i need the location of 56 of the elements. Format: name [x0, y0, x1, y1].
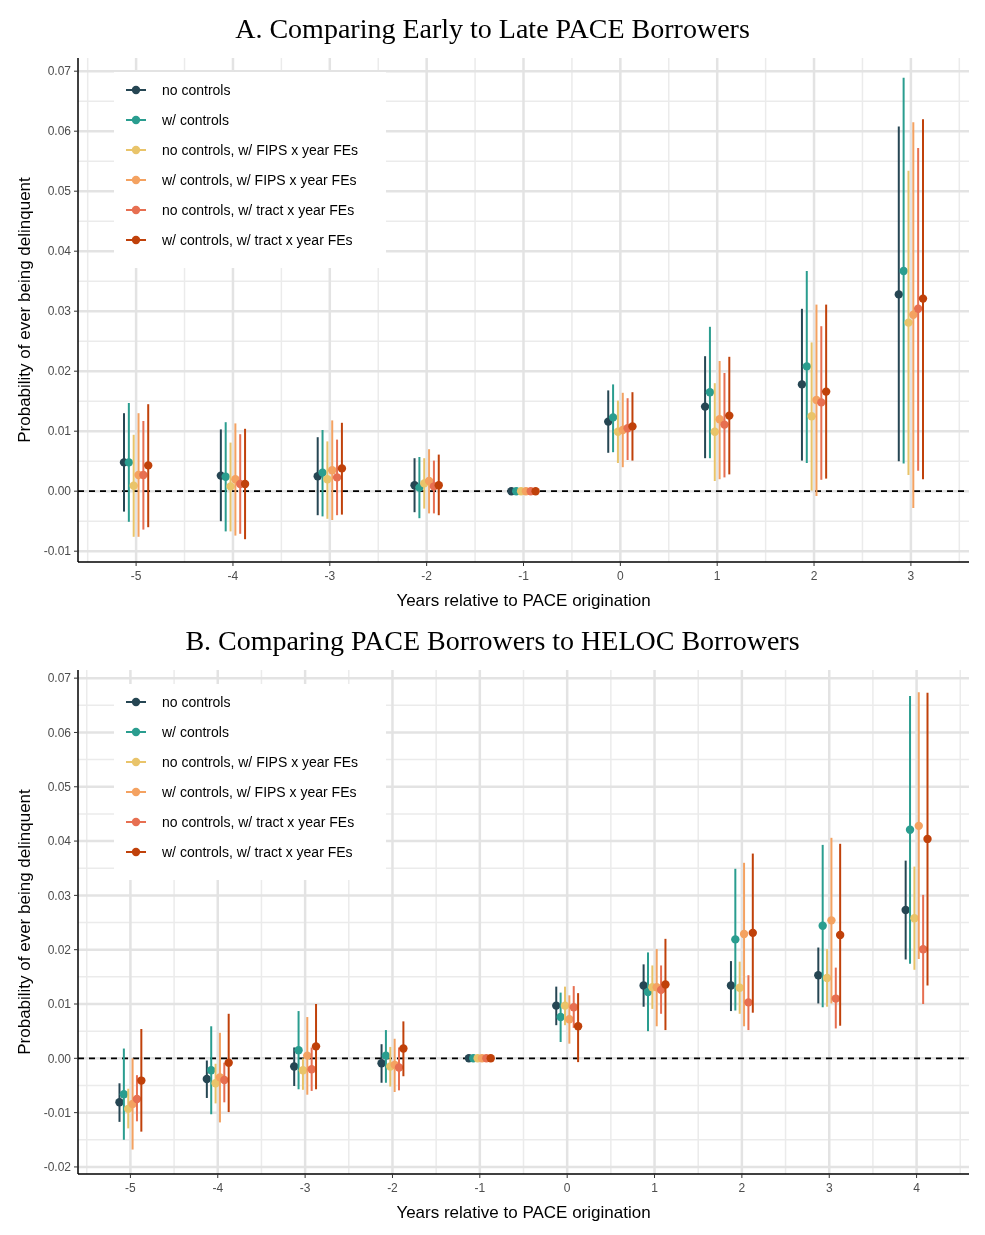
x-tick-label: 0: [617, 569, 624, 583]
legend-label: w/ controls: [161, 723, 229, 740]
legend-label: w/ controls: [161, 111, 229, 128]
x-tick-label: -3: [324, 569, 336, 583]
x-tick-label: -4: [212, 1181, 224, 1195]
y-tick-label: -0.01: [43, 544, 72, 559]
x-tick-label: -5: [125, 1181, 137, 1195]
x-tick-label: 1: [651, 1181, 659, 1195]
y-tick-label: 0.04: [47, 244, 72, 259]
x-tick-label: 1: [713, 569, 721, 583]
y-tick-label: 0.01: [47, 424, 72, 439]
x-tick-label: -3: [299, 1181, 311, 1195]
y-tick-label: -0.01: [43, 1105, 72, 1120]
x-tick-label: -2: [421, 569, 433, 583]
y-tick-label: 0.00: [47, 484, 72, 499]
y-tick-label: 0.03: [47, 304, 72, 319]
y-tick-label: 0.05: [47, 184, 72, 199]
y-tick-label: 0.07: [47, 671, 72, 686]
y-tick-label: 0.03: [47, 888, 72, 903]
x-tick-label: -1: [474, 1181, 486, 1195]
y-tick-label: 0.02: [47, 364, 72, 379]
y-tick-label: 0.06: [47, 725, 72, 740]
legend-label: w/ controls, w/ FIPS x year FEs: [161, 171, 357, 188]
x-tick-label: 2: [810, 569, 818, 583]
x-axis-title: Years relative to PACE origination: [396, 591, 651, 610]
legend-label: w/ controls, w/ tract x year FEs: [161, 231, 353, 248]
legend-label: no controls: [162, 693, 231, 710]
x-tick-label: 4: [913, 1181, 921, 1195]
y-tick-label: -0.02: [43, 1160, 72, 1175]
chart-title: A. Comparing Early to Late PACE Borrowers: [235, 13, 750, 44]
x-tick-label: -1: [518, 569, 530, 583]
legend-label: w/ controls, w/ FIPS x year FEs: [161, 783, 357, 800]
x-axis-title: Years relative to PACE origination: [396, 1203, 651, 1222]
legend-label: no controls: [162, 81, 231, 98]
legend-label: no controls, w/ tract x year FEs: [162, 201, 355, 218]
y-tick-label: 0.06: [47, 124, 72, 139]
x-tick-label: 0: [563, 1181, 571, 1195]
y-axis-title: Probability of ever being delinquent: [15, 176, 34, 443]
x-tick-label: -5: [130, 569, 142, 583]
y-axis-title: Probability of ever being delinquent: [15, 788, 34, 1055]
y-tick-label: 0.01: [47, 997, 72, 1012]
legend-label: w/ controls, w/ tract x year FEs: [161, 843, 353, 860]
legend-label: no controls, w/ tract x year FEs: [162, 813, 355, 830]
legend-label: no controls, w/ FIPS x year FEs: [162, 753, 359, 770]
x-tick-label: 3: [825, 1181, 833, 1195]
chart-title: B. Comparing PACE Borrowers to HELOC Borrowers: [185, 625, 800, 656]
x-tick-label: -2: [387, 1181, 399, 1195]
y-tick-label: 0.05: [47, 779, 72, 794]
y-tick-label: 0.00: [47, 1051, 72, 1066]
legend-label: no controls, w/ FIPS x year FEs: [162, 141, 359, 158]
y-tick-label: 0.07: [47, 64, 72, 79]
y-tick-label: 0.04: [47, 834, 72, 849]
y-tick-label: 0.02: [47, 942, 72, 957]
x-tick-label: 3: [907, 569, 915, 583]
x-tick-label: 2: [738, 1181, 746, 1195]
x-tick-label: -4: [227, 569, 239, 583]
